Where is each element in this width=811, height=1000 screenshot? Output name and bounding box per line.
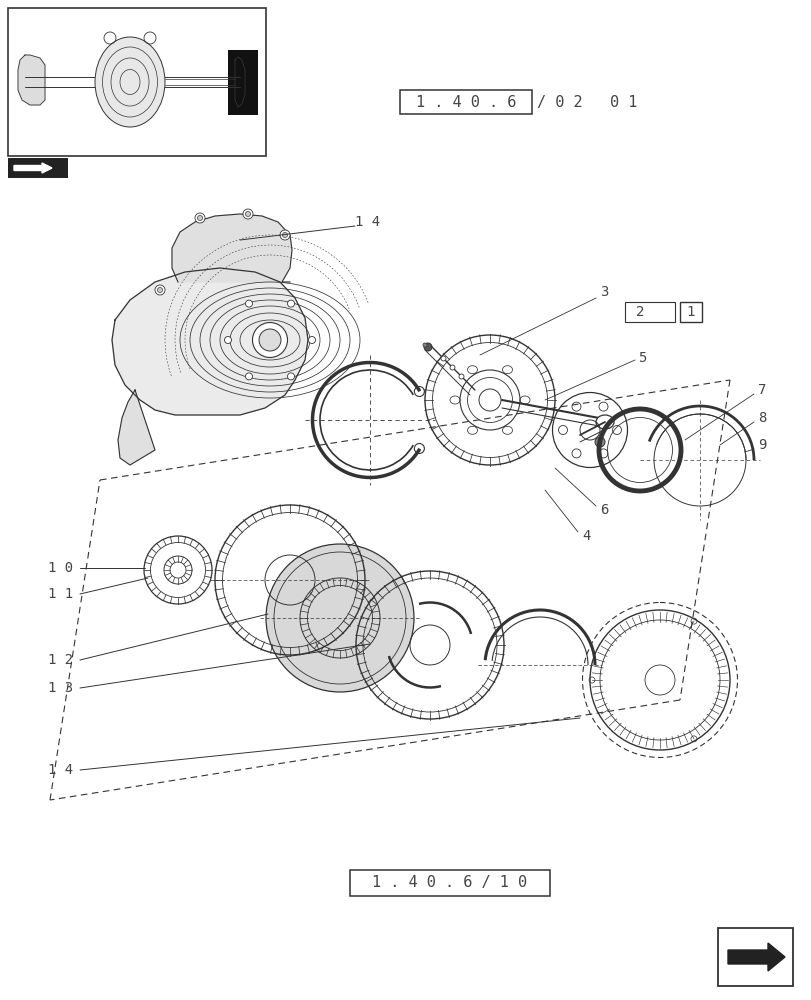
Text: 9: 9 xyxy=(757,438,766,452)
Ellipse shape xyxy=(423,343,427,347)
Bar xyxy=(624,302,674,322)
Ellipse shape xyxy=(308,336,315,344)
Bar xyxy=(350,870,549,896)
Polygon shape xyxy=(118,390,155,465)
Ellipse shape xyxy=(252,322,287,358)
Polygon shape xyxy=(172,214,292,282)
Text: 1 . 4 0 . 6 / 1 0: 1 . 4 0 . 6 / 1 0 xyxy=(372,876,527,890)
Ellipse shape xyxy=(259,329,281,351)
Ellipse shape xyxy=(458,374,463,379)
Polygon shape xyxy=(18,55,45,105)
Text: 3: 3 xyxy=(599,285,607,299)
Ellipse shape xyxy=(287,373,294,380)
Polygon shape xyxy=(727,943,784,971)
Bar xyxy=(679,302,702,322)
Ellipse shape xyxy=(157,288,162,292)
Ellipse shape xyxy=(594,437,604,447)
Polygon shape xyxy=(234,57,245,107)
Ellipse shape xyxy=(245,212,250,217)
Ellipse shape xyxy=(282,232,287,237)
Bar xyxy=(8,158,68,178)
Text: 7: 7 xyxy=(757,383,766,397)
Text: 8: 8 xyxy=(757,411,766,425)
Bar xyxy=(8,8,266,156)
Ellipse shape xyxy=(197,216,202,221)
Bar xyxy=(400,90,531,114)
FancyArrow shape xyxy=(14,163,52,173)
Bar xyxy=(717,928,792,986)
Ellipse shape xyxy=(245,373,252,380)
Text: / 0 2   0 1: / 0 2 0 1 xyxy=(536,95,637,110)
Ellipse shape xyxy=(242,209,253,219)
Text: 1 2: 1 2 xyxy=(48,653,73,667)
Text: 2: 2 xyxy=(635,305,643,319)
Text: 6: 6 xyxy=(599,503,607,517)
Text: 1 . 4 0 . 6: 1 . 4 0 . 6 xyxy=(415,95,516,110)
Ellipse shape xyxy=(423,343,431,351)
Text: 1 4: 1 4 xyxy=(354,215,380,229)
Polygon shape xyxy=(112,268,307,415)
Ellipse shape xyxy=(449,365,454,370)
Text: 5: 5 xyxy=(637,351,646,365)
Text: 1: 1 xyxy=(686,305,694,319)
Text: 1 0: 1 0 xyxy=(48,561,73,575)
Bar xyxy=(228,50,258,115)
Ellipse shape xyxy=(245,300,252,307)
Ellipse shape xyxy=(440,356,445,361)
Text: 4: 4 xyxy=(581,529,590,543)
Ellipse shape xyxy=(287,300,294,307)
Ellipse shape xyxy=(195,213,204,223)
Ellipse shape xyxy=(95,37,165,127)
Text: 1 4: 1 4 xyxy=(48,763,73,777)
Text: 1 3: 1 3 xyxy=(48,681,73,695)
Ellipse shape xyxy=(155,285,165,295)
Text: 1 1: 1 1 xyxy=(48,587,73,601)
Ellipse shape xyxy=(224,336,231,344)
Ellipse shape xyxy=(595,415,613,429)
Ellipse shape xyxy=(280,230,290,240)
Ellipse shape xyxy=(266,544,414,692)
